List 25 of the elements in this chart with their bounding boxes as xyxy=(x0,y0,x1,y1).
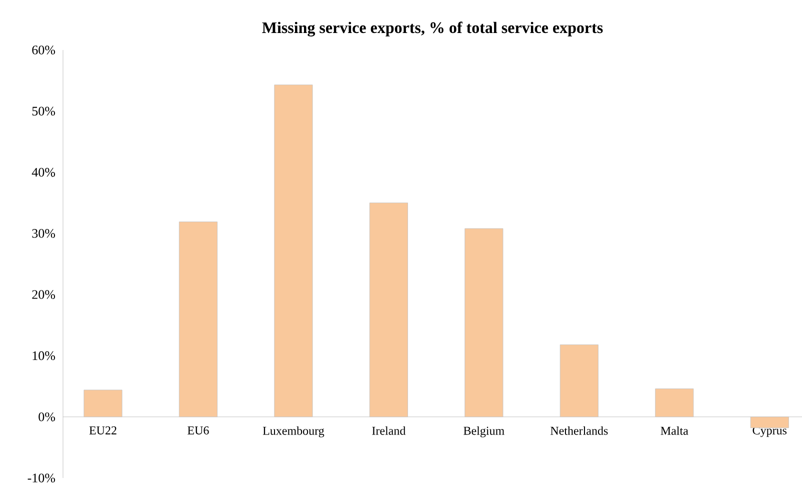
x-tick-label: Belgium xyxy=(464,426,504,438)
y-tick-label: 50% xyxy=(32,106,56,116)
bar xyxy=(464,228,504,418)
x-tick-label: Cyprus xyxy=(752,426,787,437)
x-tick-label: Malta xyxy=(660,426,688,435)
y-tick-label: 20% xyxy=(32,290,56,299)
chart-title: Missing service exports, % of total service exports xyxy=(262,22,603,36)
bar xyxy=(369,202,408,418)
x-tick-label: EU22 xyxy=(89,426,116,434)
y-tick-label: -10% xyxy=(28,474,56,482)
x-tick-label: Luxembourg xyxy=(262,426,324,438)
bar xyxy=(274,84,313,418)
y-tick-label: 30% xyxy=(32,229,56,238)
y-tick-label: 0% xyxy=(38,412,56,422)
bar xyxy=(750,416,789,428)
y-tick-label: 10% xyxy=(32,351,56,360)
x-tick-label: Ireland xyxy=(372,426,406,435)
x-tick-label: EU6 xyxy=(188,426,209,434)
bar xyxy=(178,222,218,418)
x-tick-label: Netherlands xyxy=(550,426,608,435)
y-tick-label: 60% xyxy=(32,46,56,54)
bar xyxy=(655,388,694,418)
y-tick-label: 40% xyxy=(32,168,56,177)
bar xyxy=(560,344,598,418)
bar xyxy=(84,390,122,418)
